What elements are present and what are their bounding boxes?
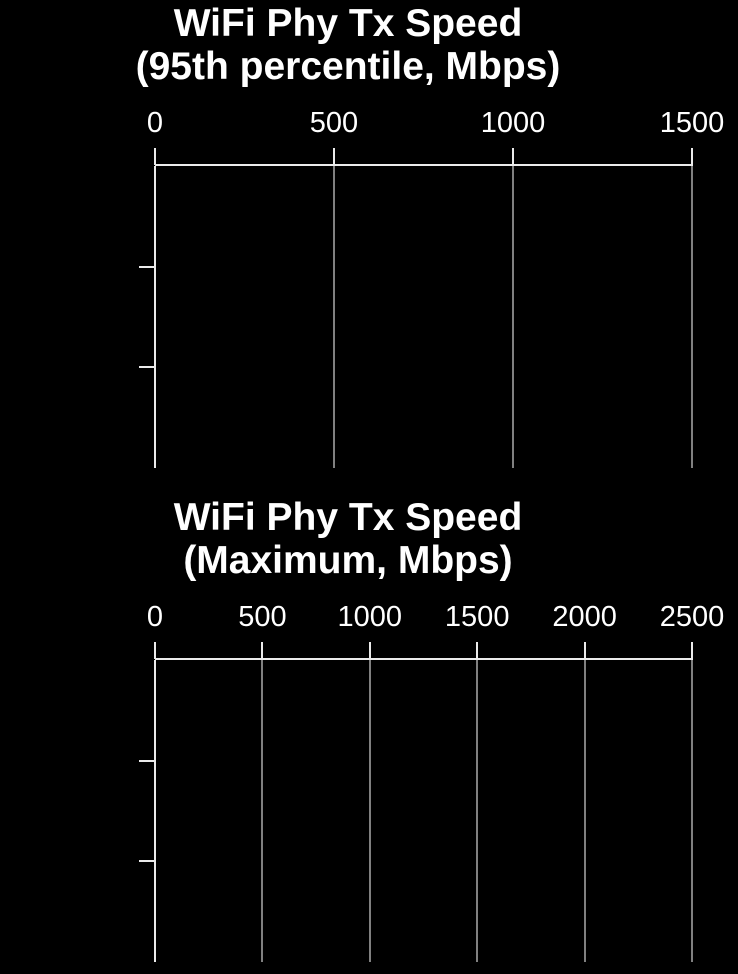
x-tick-mark [691, 642, 693, 659]
x-tick-label: 1000 [480, 107, 546, 139]
chart-title-line1: WiFi Phy Tx Speed [173, 2, 523, 45]
x-tick-label: 500 [309, 107, 359, 139]
x-tick-mark [691, 148, 693, 165]
y-axis-spine [154, 660, 156, 962]
x-tick-mark [368, 642, 371, 659]
plot-area [139, 660, 693, 962]
x-tick-label: 2500 [659, 601, 725, 633]
x-tick-mark [333, 148, 335, 165]
plot-area [139, 166, 693, 468]
x-tick-label: 500 [238, 601, 287, 633]
chart-title: WiFi Phy Tx Speed (Maximum, Mbps) [0, 496, 696, 582]
y-axis-tick-mark [139, 759, 155, 762]
x-tick-mark [476, 642, 479, 659]
chart-title-line1: WiFi Phy Tx Speed [173, 496, 523, 539]
x-tick-label: 1500 [444, 601, 510, 633]
x-axis-tick-labels: 0 500 1000 1500 2000 2500 [147, 600, 724, 634]
x-axis-ticks [154, 148, 693, 165]
gridline [691, 660, 693, 962]
gridline [261, 660, 264, 962]
gridline [333, 166, 335, 468]
x-tick-label: 0 [146, 107, 164, 139]
x-tick-mark [154, 642, 156, 659]
chart-title-line2: (Maximum, Mbps) [183, 539, 513, 582]
x-tick-label: 1500 [659, 107, 725, 139]
x-tick-label: 1000 [337, 601, 403, 633]
gridline [691, 166, 693, 468]
gridline [583, 660, 586, 962]
y-axis-tick-mark [139, 265, 155, 268]
gridline [512, 166, 514, 468]
gridline [476, 660, 479, 962]
y-axis-tick-mark [139, 366, 155, 369]
x-axis-ticks [154, 642, 693, 659]
x-axis-tick-labels: 0 500 1000 1500 [147, 106, 724, 140]
x-tick-label: 2000 [552, 601, 617, 633]
x-tick-mark [583, 642, 586, 659]
x-axis-line [155, 164, 693, 166]
x-tick-mark [512, 148, 514, 165]
x-tick-mark [154, 148, 156, 165]
chart-95th-percentile: WiFi Phy Tx Speed (95th percentile, Mbps… [0, 2, 738, 472]
chart-title: WiFi Phy Tx Speed (95th percentile, Mbps… [0, 2, 696, 88]
x-tick-label: 0 [146, 601, 164, 633]
x-tick-mark [261, 642, 264, 659]
y-axis-tick-mark [139, 860, 155, 863]
y-axis-spine [154, 166, 156, 468]
chart-maximum: WiFi Phy Tx Speed (Maximum, Mbps) 0 500 10… [0, 496, 738, 966]
x-axis-line [155, 658, 693, 660]
gridline [368, 660, 371, 962]
chart-title-line2: (95th percentile, Mbps) [135, 45, 561, 88]
